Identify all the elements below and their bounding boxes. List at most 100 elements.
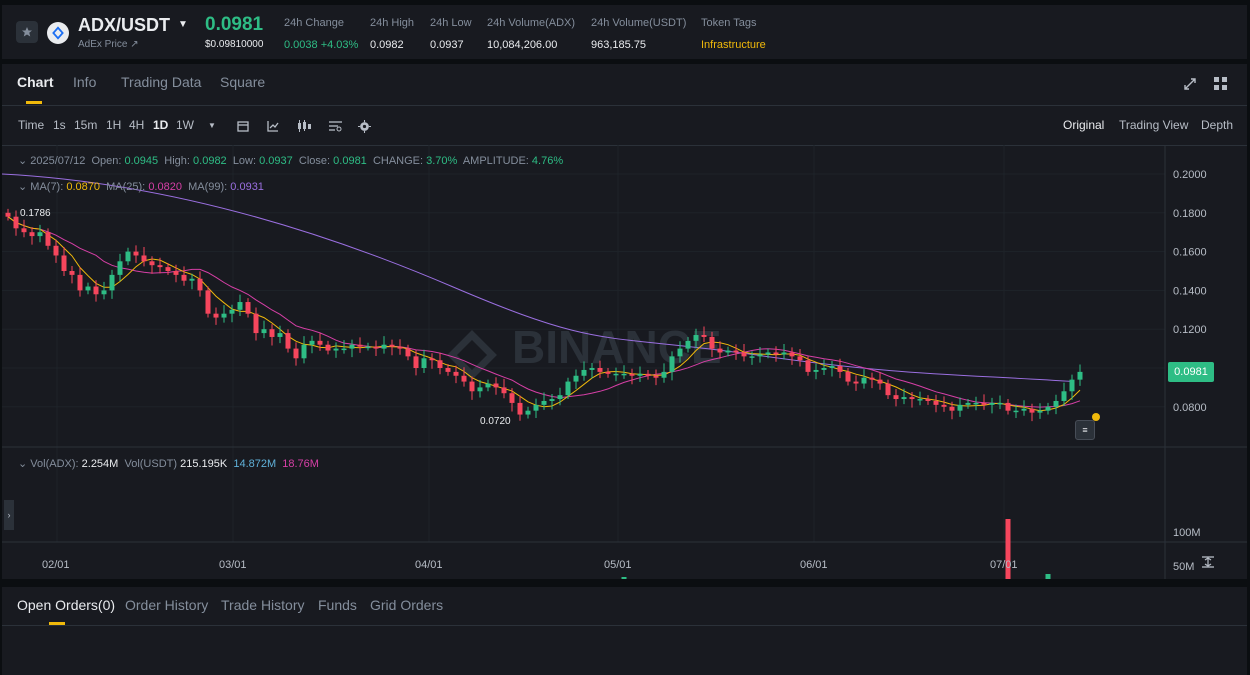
volume-bar <box>1005 519 1011 579</box>
change-label: CHANGE: <box>372 155 424 167</box>
orders-tab-trade-history[interactable]: Trade History <box>221 597 305 613</box>
fullscreen-icon[interactable] <box>1182 76 1198 92</box>
candle-body <box>301 344 307 359</box>
orders-marker-icon[interactable]: ≡ <box>1075 420 1095 440</box>
view-trading-view[interactable]: Trading View <box>1119 118 1189 132</box>
date-axis-label: 07/01 <box>990 559 1018 571</box>
tab-trading-data[interactable]: Trading Data <box>121 74 202 90</box>
candle-body <box>69 271 75 275</box>
candle-body <box>733 350 739 353</box>
candle-body <box>1037 410 1043 413</box>
candle-body <box>29 232 35 237</box>
vol-usdt-value: 215.195K <box>180 458 228 470</box>
ma99-value: 0.0931 <box>230 181 264 193</box>
candle-body <box>325 344 331 351</box>
interval-15m[interactable]: 15m <box>74 118 98 132</box>
candle-body <box>693 335 699 341</box>
tab-info[interactable]: Info <box>73 74 97 90</box>
stat-label: Token Tags <box>701 17 757 29</box>
stat-label: 24h Change <box>284 17 344 29</box>
orders-tab-order-history[interactable]: Order History <box>125 597 209 613</box>
tab-chart[interactable]: Chart <box>17 74 54 90</box>
candle-body <box>61 255 67 271</box>
indicator-icon[interactable] <box>265 118 281 134</box>
candle-body <box>885 383 891 396</box>
chart-settings-icon[interactable] <box>327 118 343 134</box>
candle-body <box>269 329 275 337</box>
layout-grid-icon[interactable] <box>1212 75 1228 91</box>
calendar-icon[interactable] <box>235 118 251 134</box>
candle-body <box>613 373 619 376</box>
candle-body <box>317 340 323 345</box>
pair-name[interactable]: ADX/USDT <box>78 15 171 35</box>
candle-body <box>197 278 203 291</box>
tab-square[interactable]: Square <box>220 74 266 90</box>
candle-body <box>989 402 995 405</box>
view-depth[interactable]: Depth <box>1201 118 1234 132</box>
volume-axis-label: 100M <box>1173 527 1201 539</box>
candle-body <box>469 381 475 392</box>
candle-body <box>845 371 851 382</box>
sidebar-expand-icon[interactable]: › <box>4 500 14 530</box>
candle-body <box>829 366 835 368</box>
change-value: 3.70% <box>426 155 458 167</box>
collapse-icon[interactable]: ⌄ <box>18 155 31 167</box>
candle-body <box>573 375 579 382</box>
close-value: 0.0981 <box>333 155 367 167</box>
gear-icon[interactable] <box>356 118 372 134</box>
chevron-down-icon[interactable]: ▼ <box>178 19 188 30</box>
candle-body <box>253 313 259 334</box>
candle-body <box>581 369 587 376</box>
view-original[interactable]: Original <box>1063 118 1105 132</box>
candle-body <box>669 356 675 372</box>
coin-name-link[interactable]: AdEx Price ↗ <box>78 39 139 50</box>
price-axis-label: 0.1800 <box>1173 208 1207 220</box>
candle-body <box>901 397 907 400</box>
candle-body <box>21 228 27 233</box>
interval-1h[interactable]: 1H <box>106 118 122 132</box>
collapse-icon[interactable]: ⌄ <box>18 458 31 470</box>
scale-adjust-icon[interactable] <box>1200 554 1216 570</box>
interval-more-icon[interactable]: ▼ <box>208 121 216 130</box>
high-value: 0.0982 <box>193 155 227 167</box>
interval-1s[interactable]: 1s <box>53 118 66 132</box>
candle-body <box>205 290 211 314</box>
ticker-header: ADX/USDT ▼ AdEx Price ↗ 0.0981 $0.098100… <box>2 5 1247 59</box>
candle-body <box>629 373 635 376</box>
candle-body <box>917 399 923 401</box>
vol-adx-label: Vol(ADX): <box>30 458 79 470</box>
candle-body <box>181 274 187 281</box>
interval-1d[interactable]: 1D <box>153 118 169 132</box>
candle-body <box>53 245 59 256</box>
interval-1w[interactable]: 1W <box>176 118 194 132</box>
ma25-line <box>7 216 1081 408</box>
candle-body <box>1021 408 1027 411</box>
candlestick-chart[interactable]: BINANCE 0.20000.18000.16000.14000.12000.… <box>2 145 1247 579</box>
interval-4h[interactable]: 4H <box>129 118 145 132</box>
candle-body <box>397 346 403 349</box>
candle-body <box>773 352 779 355</box>
candle-body <box>653 375 659 378</box>
orders-tab-funds[interactable]: Funds <box>318 597 357 613</box>
candle-body <box>453 371 459 376</box>
stat-value[interactable]: Infrastructure <box>701 39 766 51</box>
orders-tab-grid-orders[interactable]: Grid Orders <box>370 597 444 613</box>
candle-type-icon[interactable] <box>296 118 312 134</box>
candle-body <box>125 251 131 262</box>
candle-body <box>597 368 603 372</box>
candle-body <box>277 333 283 337</box>
orders-tab-open-orders[interactable]: Open Orders(0) <box>17 597 116 613</box>
vol-adx-value: 2.254M <box>81 458 119 470</box>
collapse-icon[interactable]: ⌄ <box>18 181 31 193</box>
candle-body <box>709 336 715 349</box>
candle-body <box>1061 391 1067 401</box>
binance-logo-icon <box>447 330 497 380</box>
candle-body <box>349 344 355 349</box>
stat-value: 0.0982 <box>370 39 404 51</box>
candle-body <box>933 400 939 405</box>
interval-time[interactable]: Time <box>18 118 45 132</box>
ohlc-date: 2025/07/12 <box>30 155 86 167</box>
star-icon[interactable] <box>16 21 38 43</box>
candle-body <box>1069 379 1075 392</box>
candle-body <box>133 251 139 256</box>
